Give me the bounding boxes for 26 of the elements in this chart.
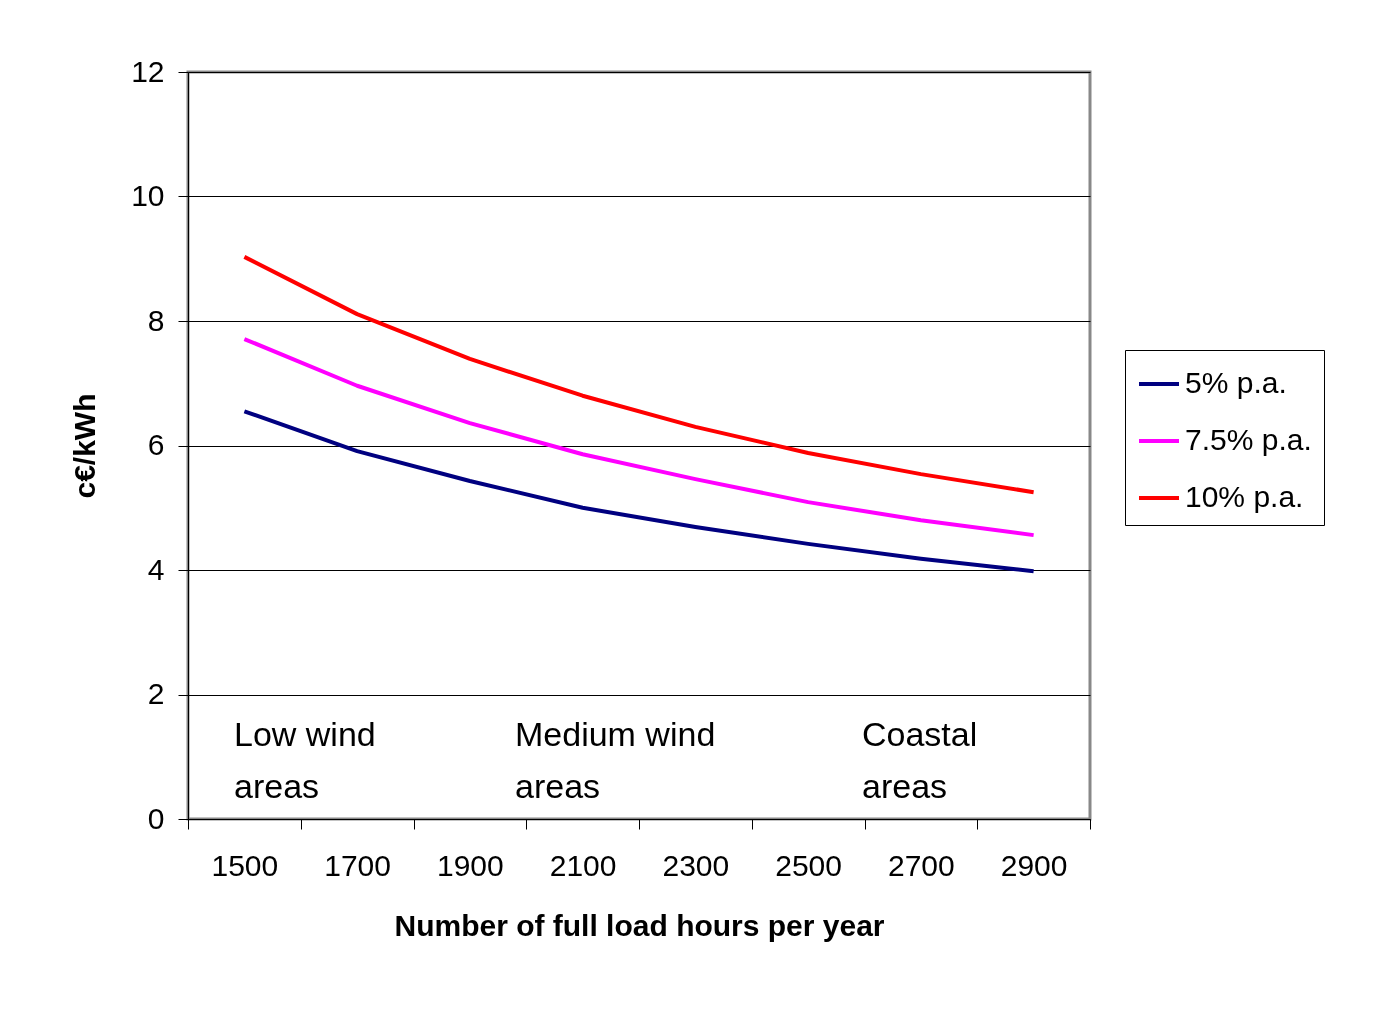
y-tick-label: 12 [131, 54, 165, 88]
y-tick-label: 10 [131, 179, 165, 212]
y-tick-label: 2 [147, 677, 165, 710]
annotation: Coastal areas [862, 715, 978, 805]
line-series [242, 254, 1036, 495]
x-tick-label: 2500 [775, 848, 842, 882]
y-tick-label: 0 [147, 801, 165, 835]
x-tick-label: 1900 [437, 848, 504, 882]
y-tick-label: 4 [147, 552, 165, 586]
x-axis-title: Number of full load hours per year [394, 908, 885, 942]
y-tick-label: 8 [147, 303, 165, 337]
legend-label: 10% p.a. [1185, 480, 1304, 513]
annotation: Medium wind areas [515, 715, 716, 805]
line-series [242, 337, 1036, 538]
x-tick-label: 1700 [324, 848, 391, 882]
legend-label: 7.5% p.a. [1185, 423, 1312, 456]
y-axis-title: c€/kWh [68, 393, 102, 499]
y-tick-label: 6 [147, 428, 165, 461]
line-series [242, 409, 1036, 574]
annotation: Low wind areas [234, 715, 376, 805]
x-tick-label: 1500 [211, 848, 279, 882]
x-tick-label: 2100 [549, 848, 617, 882]
x-tick-label: 2300 [662, 848, 730, 882]
x-tick-label: 2700 [888, 848, 955, 882]
x-tick-label: 2900 [1000, 848, 1068, 882]
legend-label: 5% p.a. [1185, 366, 1287, 399]
